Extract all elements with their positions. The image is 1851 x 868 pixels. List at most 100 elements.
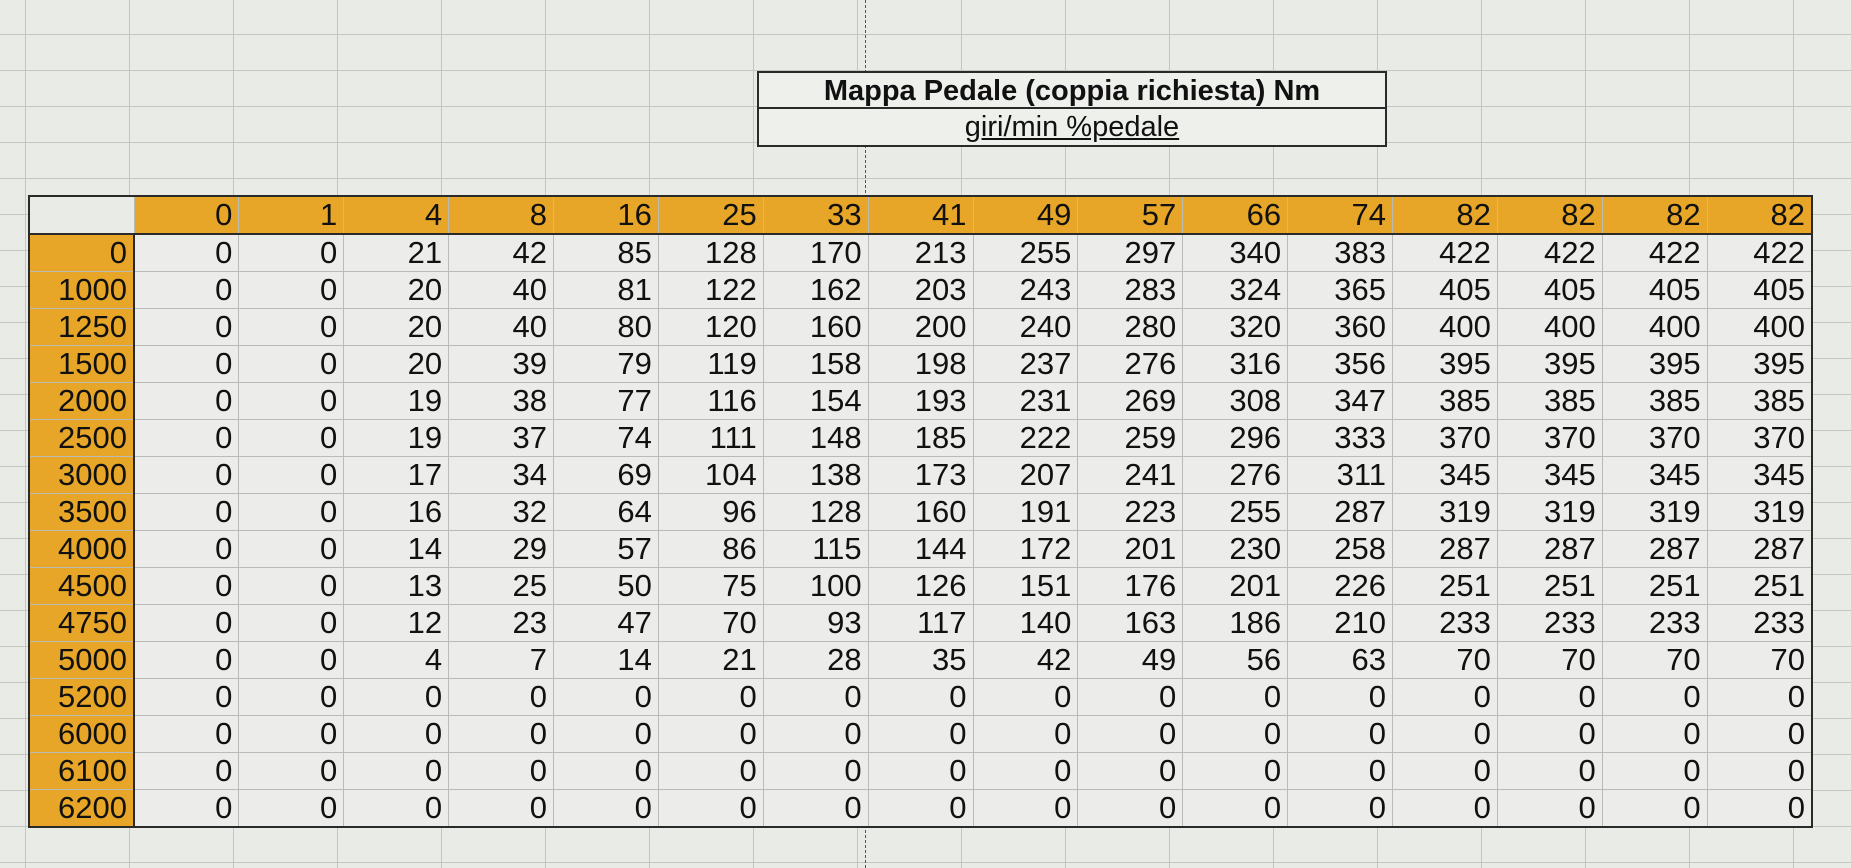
table-cell[interactable]: 0 bbox=[762, 715, 869, 753]
row-header-cell[interactable]: 5200 bbox=[28, 678, 135, 716]
table-cell[interactable]: 251 bbox=[1601, 567, 1708, 605]
table-cell[interactable]: 345 bbox=[1601, 456, 1708, 494]
table-cell[interactable]: 185 bbox=[867, 419, 974, 457]
table-cell[interactable]: 283 bbox=[1077, 271, 1184, 309]
table-cell[interactable]: 0 bbox=[972, 752, 1079, 790]
table-cell[interactable]: 0 bbox=[1287, 678, 1393, 716]
table-cell[interactable]: 0 bbox=[238, 419, 345, 457]
row-header-cell[interactable]: 4750 bbox=[28, 604, 135, 642]
table-cell[interactable]: 422 bbox=[1601, 233, 1708, 272]
table-cell[interactable]: 400 bbox=[1392, 308, 1498, 346]
table-cell[interactable]: 70 bbox=[1392, 641, 1498, 679]
table-cell[interactable]: 251 bbox=[1496, 567, 1603, 605]
table-cell[interactable]: 319 bbox=[1496, 493, 1603, 531]
table-cell[interactable]: 40 bbox=[448, 271, 554, 309]
table-cell[interactable]: 0 bbox=[1077, 752, 1184, 790]
table-cell[interactable]: 0 bbox=[762, 789, 869, 828]
table-cell[interactable]: 0 bbox=[1706, 715, 1813, 753]
column-header-cell[interactable]: 49 bbox=[972, 195, 1079, 235]
table-cell[interactable]: 39 bbox=[448, 345, 554, 383]
table-cell[interactable]: 0 bbox=[133, 715, 240, 753]
table-cell[interactable]: 163 bbox=[1077, 604, 1184, 642]
table-cell[interactable]: 280 bbox=[1077, 308, 1184, 346]
table-cell[interactable]: 176 bbox=[1077, 567, 1184, 605]
table-cell[interactable]: 56 bbox=[1182, 641, 1289, 679]
row-header-cell[interactable]: 6100 bbox=[28, 752, 135, 790]
table-cell[interactable]: 0 bbox=[133, 308, 240, 346]
table-cell[interactable]: 12 bbox=[343, 604, 450, 642]
table-cell[interactable]: 0 bbox=[1287, 715, 1393, 753]
table-cell[interactable]: 128 bbox=[657, 233, 764, 272]
column-header-cell[interactable]: 82 bbox=[1392, 195, 1498, 235]
column-header-cell[interactable]: 4 bbox=[343, 195, 450, 235]
row-header-cell[interactable]: 2000 bbox=[28, 382, 135, 420]
table-cell[interactable]: 0 bbox=[238, 382, 345, 420]
table-cell[interactable]: 0 bbox=[1077, 715, 1184, 753]
table-cell[interactable]: 308 bbox=[1182, 382, 1289, 420]
table-cell[interactable]: 405 bbox=[1392, 271, 1498, 309]
table-cell[interactable]: 191 bbox=[972, 493, 1079, 531]
table-cell[interactable]: 16 bbox=[343, 493, 450, 531]
table-cell[interactable]: 0 bbox=[972, 678, 1079, 716]
table-cell[interactable]: 345 bbox=[1392, 456, 1498, 494]
table-cell[interactable]: 28 bbox=[762, 641, 869, 679]
table-cell[interactable]: 0 bbox=[1601, 678, 1708, 716]
table-cell[interactable]: 0 bbox=[553, 789, 659, 828]
table-cell[interactable]: 193 bbox=[867, 382, 974, 420]
table-cell[interactable]: 0 bbox=[238, 233, 345, 272]
table-cell[interactable]: 70 bbox=[657, 604, 764, 642]
table-cell[interactable]: 319 bbox=[1706, 493, 1813, 531]
table-cell[interactable]: 0 bbox=[972, 789, 1079, 828]
table-cell[interactable]: 255 bbox=[1182, 493, 1289, 531]
table-cell[interactable]: 0 bbox=[343, 678, 450, 716]
table-cell[interactable]: 77 bbox=[553, 382, 659, 420]
table-cell[interactable]: 50 bbox=[553, 567, 659, 605]
table-cell[interactable]: 243 bbox=[972, 271, 1079, 309]
table-cell[interactable]: 160 bbox=[867, 493, 974, 531]
table-cell[interactable]: 21 bbox=[657, 641, 764, 679]
table-cell[interactable]: 79 bbox=[553, 345, 659, 383]
table-cell[interactable]: 0 bbox=[762, 678, 869, 716]
table-cell[interactable]: 0 bbox=[1706, 752, 1813, 790]
table-cell[interactable]: 345 bbox=[1706, 456, 1813, 494]
column-header-cell[interactable]: 57 bbox=[1077, 195, 1184, 235]
table-cell[interactable]: 230 bbox=[1182, 530, 1289, 568]
table-cell[interactable]: 0 bbox=[133, 382, 240, 420]
column-header-cell[interactable]: 82 bbox=[1601, 195, 1708, 235]
table-cell[interactable]: 203 bbox=[867, 271, 974, 309]
table-cell[interactable]: 0 bbox=[448, 715, 554, 753]
row-header-cell[interactable]: 3000 bbox=[28, 456, 135, 494]
table-cell[interactable]: 0 bbox=[1601, 715, 1708, 753]
table-cell[interactable]: 37 bbox=[448, 419, 554, 457]
table-cell[interactable]: 32 bbox=[448, 493, 554, 531]
table-cell[interactable]: 259 bbox=[1077, 419, 1184, 457]
corner-cell[interactable] bbox=[28, 195, 135, 235]
table-cell[interactable]: 320 bbox=[1182, 308, 1289, 346]
table-cell[interactable]: 0 bbox=[448, 789, 554, 828]
table-cell[interactable]: 0 bbox=[1496, 678, 1603, 716]
table-cell[interactable]: 0 bbox=[343, 789, 450, 828]
table-cell[interactable]: 0 bbox=[238, 715, 345, 753]
table-cell[interactable]: 233 bbox=[1496, 604, 1603, 642]
table-cell[interactable]: 104 bbox=[657, 456, 764, 494]
table-cell[interactable]: 49 bbox=[1077, 641, 1184, 679]
table-cell[interactable]: 144 bbox=[867, 530, 974, 568]
table-cell[interactable]: 405 bbox=[1601, 271, 1708, 309]
table-cell[interactable]: 140 bbox=[972, 604, 1079, 642]
table-cell[interactable]: 0 bbox=[1287, 789, 1393, 828]
table-cell[interactable]: 251 bbox=[1706, 567, 1813, 605]
table-cell[interactable]: 0 bbox=[133, 604, 240, 642]
table-cell[interactable]: 0 bbox=[1496, 752, 1603, 790]
table-cell[interactable]: 0 bbox=[238, 308, 345, 346]
table-cell[interactable]: 383 bbox=[1287, 233, 1393, 272]
table-cell[interactable]: 258 bbox=[1287, 530, 1393, 568]
table-cell[interactable]: 42 bbox=[972, 641, 1079, 679]
table-cell[interactable]: 385 bbox=[1496, 382, 1603, 420]
table-cell[interactable]: 370 bbox=[1496, 419, 1603, 457]
table-cell[interactable]: 207 bbox=[972, 456, 1079, 494]
table-cell[interactable]: 0 bbox=[1182, 715, 1289, 753]
table-cell[interactable]: 0 bbox=[867, 752, 974, 790]
table-cell[interactable]: 287 bbox=[1287, 493, 1393, 531]
table-cell[interactable]: 210 bbox=[1287, 604, 1393, 642]
table-cell[interactable]: 400 bbox=[1706, 308, 1813, 346]
